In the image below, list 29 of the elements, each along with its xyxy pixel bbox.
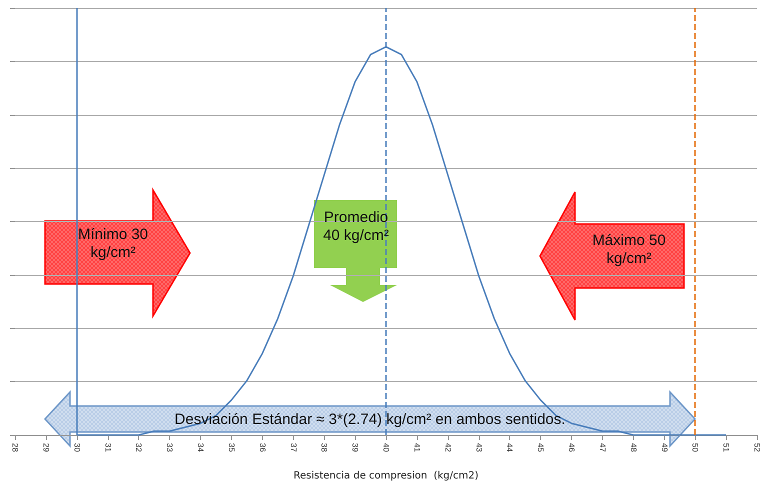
x-tick-label: 38 bbox=[320, 443, 329, 452]
x-tick-label: 39 bbox=[350, 443, 360, 452]
x-tick-label: 42 bbox=[443, 443, 452, 452]
x-tick-label: 31 bbox=[103, 443, 112, 452]
x-tick-label: 37 bbox=[288, 443, 298, 452]
x-axis-title: Resistencia de compresion (kg/cm2) bbox=[294, 470, 479, 482]
x-tick-label: 35 bbox=[226, 443, 236, 452]
x-tick-label: 49 bbox=[660, 443, 669, 452]
x-tick-label: 29 bbox=[41, 443, 50, 452]
x-tick-label: 41 bbox=[412, 443, 422, 452]
x-tick-label: 52 bbox=[752, 443, 761, 452]
x-tick-label: 50 bbox=[690, 443, 700, 452]
x-tick-label: 48 bbox=[628, 443, 638, 452]
x-tick-label: 36 bbox=[258, 443, 267, 452]
x-tick-label: 32 bbox=[134, 443, 144, 452]
x-tick-label: 33 bbox=[165, 443, 174, 452]
x-tick-label: 30 bbox=[72, 443, 82, 452]
annotation: Máximo 50 kg/cm² bbox=[591, 232, 667, 268]
x-tick-label: 34 bbox=[196, 443, 205, 452]
x-tick-label: 47 bbox=[598, 443, 607, 452]
annotation: Mínimo 30 kg/cm² bbox=[76, 226, 150, 262]
x-tick-label: 46 bbox=[567, 443, 576, 452]
x-tick-label: 43 bbox=[474, 443, 484, 452]
x-tick-label: 51 bbox=[722, 443, 731, 452]
x-tick-label: 45 bbox=[536, 443, 546, 452]
x-tick-label: 40 bbox=[382, 443, 390, 452]
x-tick-label: 44 bbox=[505, 443, 514, 452]
annotation: Promedio 40 kg/cm² bbox=[322, 209, 390, 245]
x-tick-label: 28 bbox=[10, 443, 20, 452]
